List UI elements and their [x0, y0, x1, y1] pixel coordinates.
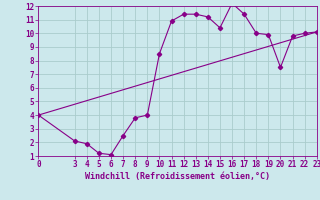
X-axis label: Windchill (Refroidissement éolien,°C): Windchill (Refroidissement éolien,°C) [85, 172, 270, 181]
